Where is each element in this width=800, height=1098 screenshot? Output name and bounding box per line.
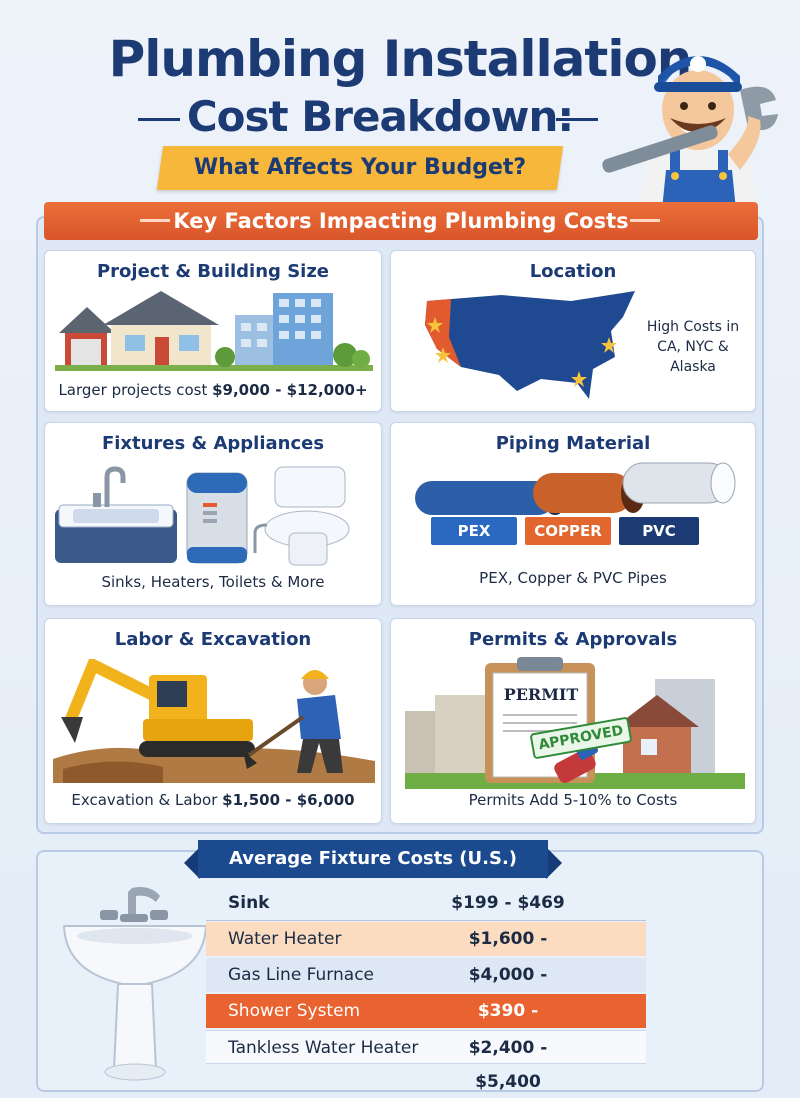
water-heater-icon (186, 472, 248, 564)
pipe-label-pex: PEX (431, 517, 517, 545)
labor-illustration (53, 659, 375, 783)
page-title: Plumbing Installation (108, 30, 693, 88)
page-title-line2: Cost Breakdown: (186, 92, 574, 141)
toilet-icon (253, 466, 350, 566)
table-row: Gas Line Furnace $4,000 - $8,000 (206, 958, 646, 1019)
card-caption: Sinks, Heaters, Toilets & More (101, 573, 325, 591)
location-note-line1: High Costs in (646, 319, 740, 335)
card-caption: Excavation & Labor $1,500 - $6,000 (45, 791, 381, 809)
card-title: Location (529, 261, 617, 282)
row-price: $199 - $469 (451, 893, 565, 913)
caption-value: $1,500 - $6,000 (222, 791, 355, 809)
caption-prefix: Excavation & Labor (71, 791, 223, 809)
pipe-label-pvc: PVC (619, 517, 699, 545)
row-price: $2,400 - $5,400 (468, 1038, 548, 1092)
table-row: Sink $199 - $469 (206, 886, 646, 920)
row-item: Shower System (228, 1001, 361, 1021)
location-note: High Costs in CA, NYC & Alaska (635, 317, 751, 377)
card-title: Piping Material (495, 433, 651, 454)
row-item: Tankless Water Heater (228, 1038, 419, 1058)
card-caption: PEX, Copper & PVC Pipes (479, 569, 667, 587)
card-location: Location High Costs in CA, NYC & Alaska (390, 250, 756, 412)
title-divider-right (556, 118, 598, 121)
table-row: Shower System $390 - $16,875 (206, 994, 646, 1055)
permit-text: PERMIT (503, 685, 579, 704)
worker-icon (243, 670, 343, 773)
card-title: Permits & Approvals (468, 629, 678, 650)
banner-deco-right (630, 219, 660, 222)
permit-illustration (405, 657, 745, 789)
cost-banner-tail-left (184, 847, 200, 879)
card-permits: Permits & Approvals PERMIT APPROVED Perm… (390, 618, 756, 824)
card-title: Labor & Excavation (114, 629, 312, 650)
house-icon (55, 291, 373, 371)
fixtures-illustration (55, 466, 350, 566)
card-caption: Permits Add 5-10% to Costs (468, 791, 678, 809)
sink-icon (55, 466, 177, 563)
usa-map-icon (425, 291, 635, 399)
cost-banner-tail-right (546, 847, 562, 879)
row-item: Sink (228, 893, 270, 913)
banner-deco-left (140, 219, 170, 222)
caption-value: $9,000 - $12,000+ (212, 381, 368, 399)
pipe-icon (415, 462, 736, 515)
row-item: Gas Line Furnace (228, 965, 374, 985)
caption-prefix: Larger projects cost (58, 381, 213, 399)
location-note-line2: CA, NYC & Alaska (657, 339, 729, 375)
card-caption: Larger projects cost $9,000 - $12,000+ (45, 381, 381, 399)
subtitle: What Affects Your Budget? (193, 155, 527, 180)
table-row: Water Heater $1,600 - $2,400 (206, 922, 646, 983)
card-labor: Labor & Excavation Excavation & Labor $1… (44, 618, 382, 824)
pedestal-sink-icon (62, 887, 208, 1081)
card-title: Fixtures & Appliances (101, 433, 325, 454)
card-title: Project & Building Size (96, 261, 330, 282)
card-piping: Piping Material PEX COPPER PVC PEX, Copp… (390, 422, 756, 606)
card-project-size: Project & Building Size Larger projects … (44, 250, 382, 412)
building-icon (235, 293, 333, 365)
row-item: Water Heater (228, 929, 342, 949)
table-row: Tankless Water Heater $2,400 - $5,400 (206, 1030, 646, 1092)
excavator-icon (61, 659, 255, 757)
card-fixtures: Fixtures & Appliances Sinks, Heaters, To… (44, 422, 382, 606)
row-divider (206, 920, 646, 921)
plumber-mascot-icon (602, 56, 778, 210)
title-divider-left (138, 118, 180, 121)
pipe-label-copper: COPPER (525, 517, 611, 545)
fixture-costs-heading: Average Fixture Costs (U.S.) (198, 840, 548, 878)
